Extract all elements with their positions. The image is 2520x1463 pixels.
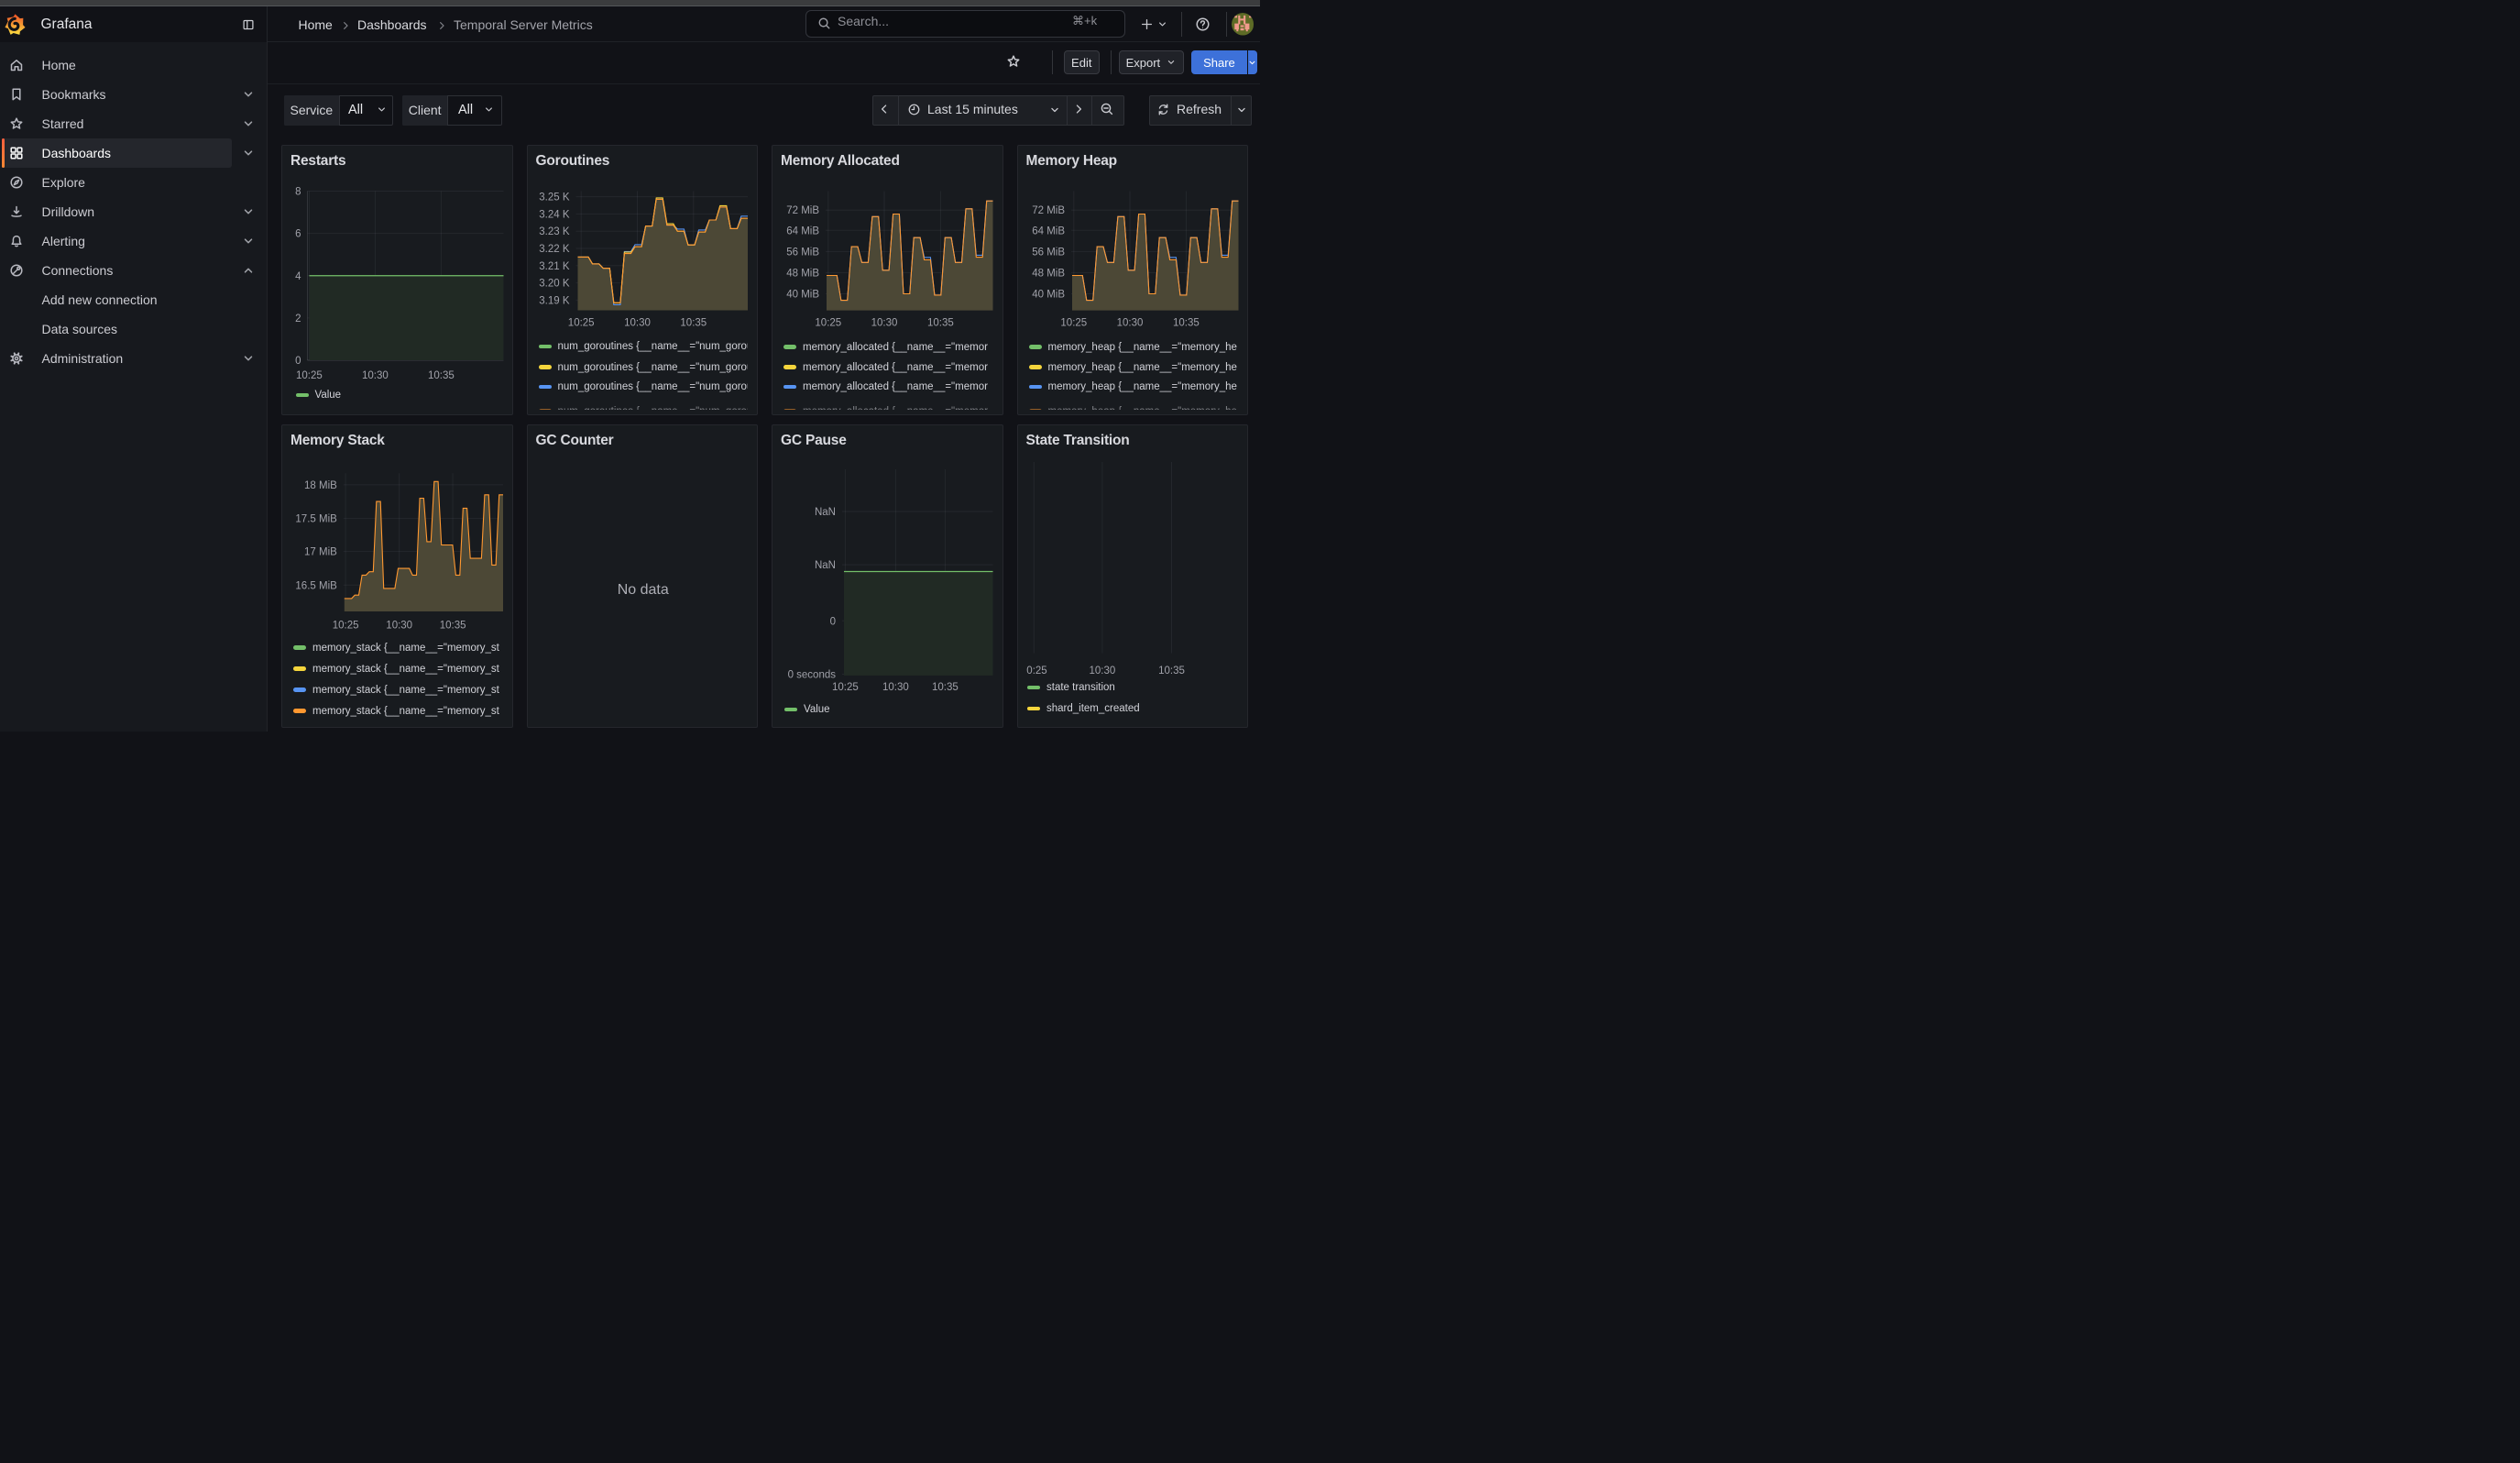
svg-text:6: 6 <box>295 229 301 240</box>
svg-text:10:35: 10:35 <box>440 620 466 631</box>
svg-text:0: 0 <box>295 356 301 367</box>
svg-text:0: 0 <box>830 616 836 627</box>
svg-text:3.23 K: 3.23 K <box>539 226 570 237</box>
svg-text:10:25: 10:25 <box>1020 666 1046 676</box>
svg-text:10:35: 10:35 <box>927 318 954 329</box>
svg-text:17 MiB: 17 MiB <box>304 546 337 557</box>
svg-text:56 MiB: 56 MiB <box>786 247 819 258</box>
svg-text:10:25: 10:25 <box>333 620 359 631</box>
svg-text:10:30: 10:30 <box>362 370 389 381</box>
svg-text:10:25: 10:25 <box>815 318 841 329</box>
svg-text:3.25 K: 3.25 K <box>539 192 570 204</box>
svg-text:48 MiB: 48 MiB <box>786 268 819 279</box>
svg-text:2: 2 <box>295 314 301 324</box>
svg-text:64 MiB: 64 MiB <box>1032 226 1065 236</box>
svg-text:10:30: 10:30 <box>386 620 412 631</box>
svg-text:10:35: 10:35 <box>428 370 455 381</box>
svg-text:10:35: 10:35 <box>680 318 707 329</box>
svg-text:10:35: 10:35 <box>1173 318 1200 329</box>
svg-text:72 MiB: 72 MiB <box>1032 205 1065 216</box>
svg-text:10:35: 10:35 <box>1158 666 1185 676</box>
svg-text:10:30: 10:30 <box>1089 666 1115 676</box>
svg-text:17.5 MiB: 17.5 MiB <box>295 513 337 524</box>
svg-text:4: 4 <box>295 271 301 282</box>
svg-text:3.20 K: 3.20 K <box>539 279 570 290</box>
svg-text:NaN: NaN <box>815 507 836 518</box>
svg-text:10:25: 10:25 <box>832 682 859 693</box>
svg-text:56 MiB: 56 MiB <box>1032 247 1065 258</box>
svg-text:10:25: 10:25 <box>1060 318 1087 329</box>
svg-text:10:30: 10:30 <box>1116 318 1143 329</box>
svg-text:64 MiB: 64 MiB <box>786 226 819 236</box>
svg-text:40 MiB: 40 MiB <box>1032 290 1065 301</box>
svg-text:10:25: 10:25 <box>567 318 594 329</box>
svg-text:10:30: 10:30 <box>882 682 909 693</box>
svg-text:18 MiB: 18 MiB <box>304 479 337 490</box>
svg-text:10:35: 10:35 <box>932 682 959 693</box>
svg-text:40 MiB: 40 MiB <box>786 290 819 301</box>
svg-text:10:30: 10:30 <box>871 318 898 329</box>
svg-text:NaN: NaN <box>815 560 836 571</box>
svg-text:10:25: 10:25 <box>296 370 323 381</box>
svg-text:3.21 K: 3.21 K <box>539 261 570 272</box>
svg-text:16.5 MiB: 16.5 MiB <box>295 580 337 591</box>
svg-text:10:30: 10:30 <box>624 318 651 329</box>
svg-text:3.19 K: 3.19 K <box>539 295 570 306</box>
svg-text:48 MiB: 48 MiB <box>1032 268 1065 279</box>
svg-text:0 seconds: 0 seconds <box>788 669 837 680</box>
svg-text:3.24 K: 3.24 K <box>539 209 570 220</box>
svg-text:3.22 K: 3.22 K <box>539 244 570 255</box>
svg-text:8: 8 <box>295 187 301 198</box>
svg-text:72 MiB: 72 MiB <box>786 205 819 216</box>
